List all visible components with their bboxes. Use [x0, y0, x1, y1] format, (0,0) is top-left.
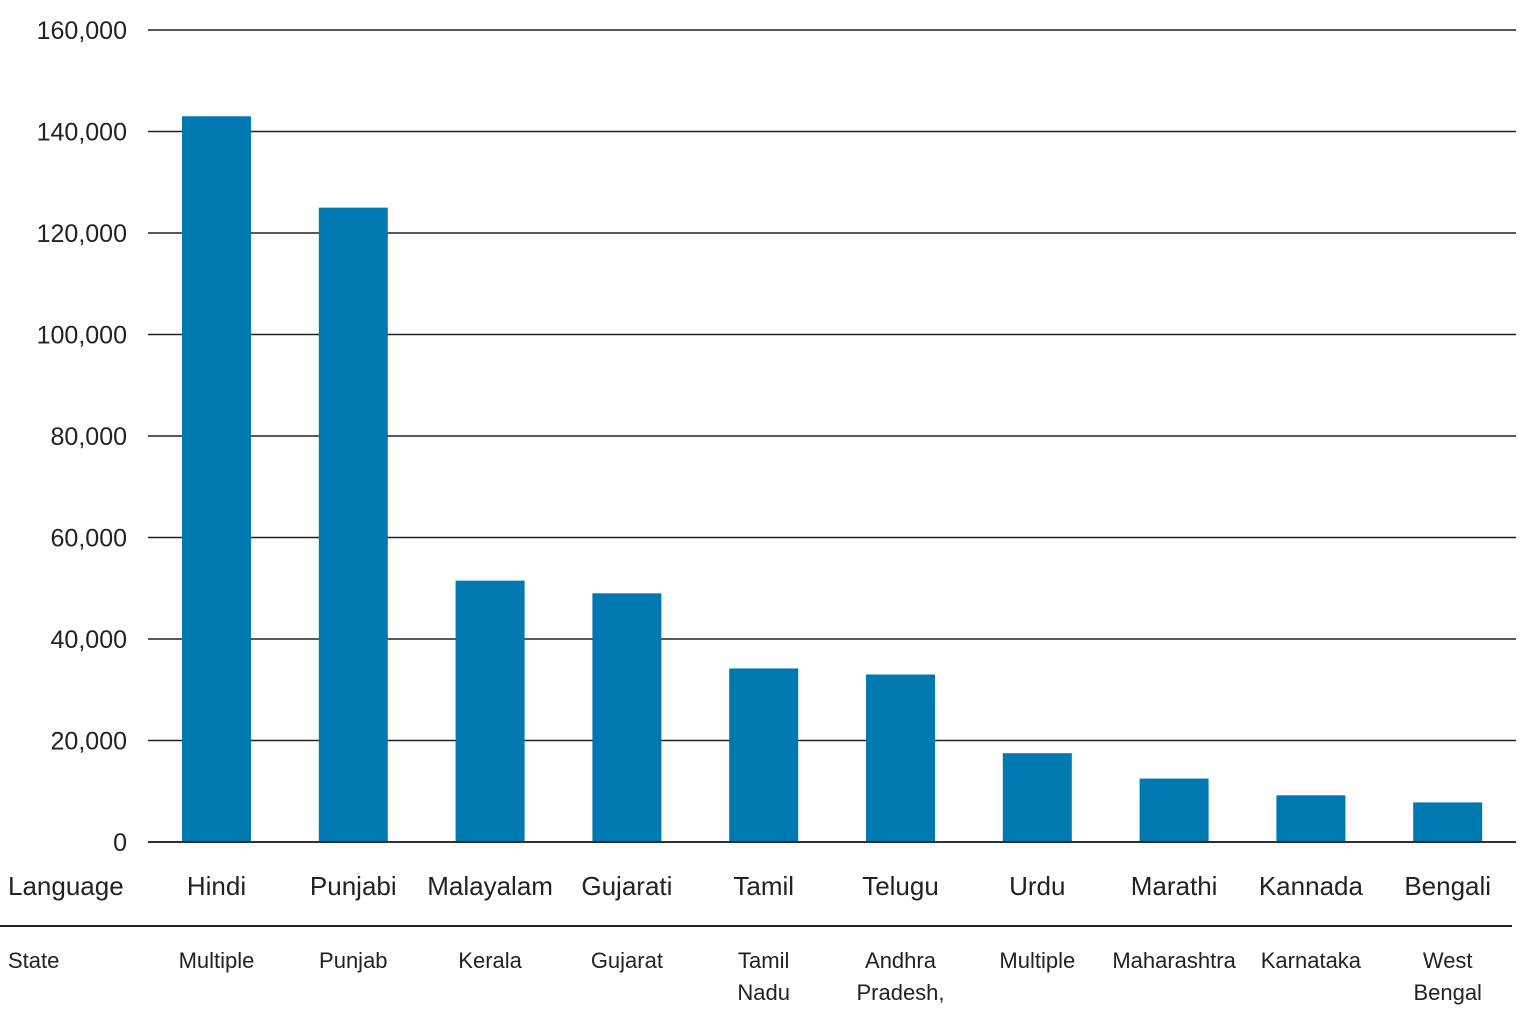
language-label: Urdu [1009, 871, 1065, 901]
y-axis-tick-labels: 0 20,000 40,000 60,000 80,000 100,000 120,000 1… [37, 17, 127, 857]
y-tick-label: 80,000 [51, 423, 127, 451]
state-label: West [1423, 948, 1473, 973]
state-label: Bengal [1413, 980, 1482, 1005]
y-tick-label: 0 [113, 829, 127, 857]
bar-gujarati [592, 593, 662, 842]
state-label: Tamil [738, 948, 789, 973]
y-tick-label: 160,000 [37, 17, 127, 45]
state-label: Gujarat [591, 948, 663, 973]
bar-telugu [866, 674, 935, 842]
y-tick-label: 60,000 [51, 525, 127, 553]
state-label: Multiple [179, 948, 255, 973]
bar-tamil [729, 668, 799, 842]
bar-kannada [1276, 795, 1346, 842]
language-label: Gujarati [581, 871, 672, 901]
bar-urdu [1002, 753, 1072, 842]
bar-bengali [1413, 802, 1483, 842]
language-label: Marathi [1131, 871, 1218, 901]
row-label-language: Language [8, 871, 124, 901]
y-tick-label: 20,000 [51, 728, 127, 756]
language-labels: Hindi Punjabi Malayalam Gujarati Tamil Telugu… [187, 871, 1491, 901]
state-label: Maharashtra [1112, 948, 1236, 973]
state-label: Kerala [458, 948, 522, 973]
state-label: Nadu [737, 980, 790, 1005]
bars [182, 116, 1483, 842]
language-label: Punjabi [310, 871, 397, 901]
language-label: Hindi [187, 871, 246, 901]
y-tick-label: 120,000 [37, 220, 127, 248]
y-tick-label: 40,000 [51, 626, 127, 654]
language-label: Kannada [1259, 871, 1364, 901]
bar-marathi [1139, 778, 1209, 842]
language-label: Bengali [1404, 871, 1491, 901]
y-tick-label: 100,000 [37, 322, 127, 350]
bar-hindi [182, 116, 251, 842]
y-tick-label: 140,000 [37, 119, 127, 147]
row-label-state: State [8, 948, 59, 973]
state-label: Multiple [999, 948, 1075, 973]
language-label: Tamil [733, 871, 794, 901]
bar-punjabi [318, 207, 388, 842]
state-labels: Multiple Punjab Kerala Gujarat Tamil Nadu Andh… [179, 948, 1482, 1005]
language-label: Telugu [862, 871, 939, 901]
language-label: Malayalam [427, 871, 553, 901]
state-label: Karnataka [1261, 948, 1362, 973]
bar-malayalam [455, 580, 525, 842]
state-label: Pradesh, [856, 980, 944, 1005]
state-label: Punjab [319, 948, 388, 973]
state-label: Andhra [865, 948, 937, 973]
